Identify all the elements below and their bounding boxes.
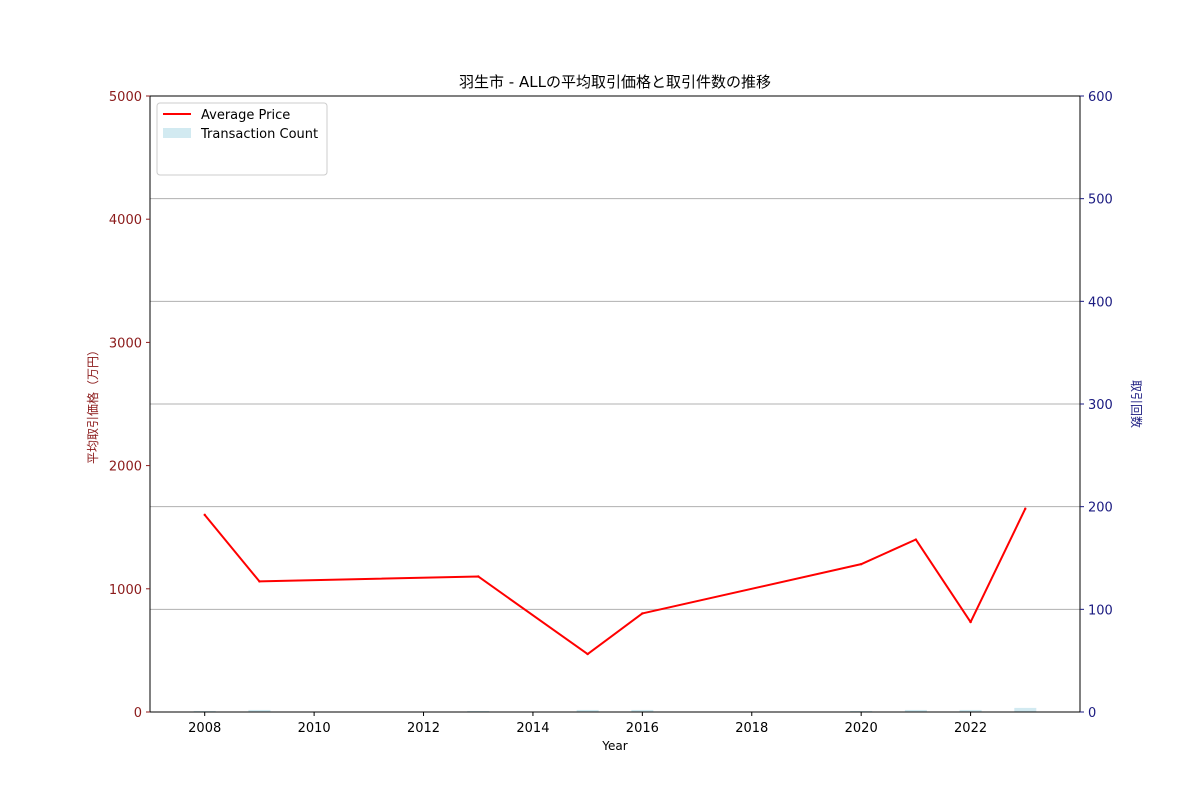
left-tick-label: 4000 <box>109 213 142 228</box>
price-point <box>258 580 261 583</box>
legend-label-price: Average Price <box>201 108 290 123</box>
price-point <box>586 652 589 656</box>
right-tick-label: 300 <box>1088 398 1113 413</box>
count-bar <box>959 709 982 712</box>
right-tick-label: 100 <box>1088 603 1113 618</box>
price-point <box>641 612 644 615</box>
price-point <box>859 562 863 566</box>
left-tick-label: 3000 <box>109 336 142 351</box>
price-point <box>203 513 206 517</box>
count-bar <box>193 710 216 712</box>
x-tick-label: 2016 <box>626 721 659 736</box>
x-tick-label: 2020 <box>845 721 878 736</box>
right-tick-label: 200 <box>1088 501 1113 516</box>
left-tick-label: 2000 <box>109 460 142 475</box>
price-point <box>477 575 480 578</box>
count-bar <box>576 709 599 712</box>
count-bar <box>904 709 927 712</box>
x-tick-label: 2018 <box>735 721 768 736</box>
average-price-line-group <box>203 507 1027 656</box>
legend: Average Price Transaction Count <box>156 102 328 176</box>
legend-bar-swatch <box>163 128 191 138</box>
count-bar <box>248 709 271 712</box>
right-axis-ticks: 0 100 200 300 400 500 600 <box>1080 90 1113 721</box>
right-axis-label: 取引回数 <box>1129 380 1144 428</box>
left-tick-label: 0 <box>134 706 142 721</box>
count-bar <box>631 709 654 712</box>
left-axis-label: 平均取引価格（万円） <box>85 344 100 464</box>
x-tick-label: 2022 <box>954 721 987 736</box>
price-point <box>1024 507 1027 510</box>
x-tick-label: 2014 <box>516 721 549 736</box>
transaction-count-bars <box>193 707 1037 712</box>
left-tick-label: 1000 <box>109 583 142 598</box>
x-axis-ticks: 2008 2010 2012 2014 2016 2018 2020 2022 <box>188 712 987 736</box>
right-tick-label: 500 <box>1088 193 1113 208</box>
price-point <box>969 620 972 624</box>
right-tick-label: 600 <box>1088 90 1113 105</box>
chart-title: 羽生市 - ALLの平均取引価格と取引件数の推移 <box>459 73 771 91</box>
count-bar <box>850 710 873 712</box>
price-point <box>914 538 918 541</box>
legend-label-count: Transaction Count <box>200 127 318 142</box>
x-tick-label: 2010 <box>298 721 331 736</box>
right-tick-label: 400 <box>1088 295 1113 310</box>
right-tick-label: 0 <box>1088 706 1096 721</box>
left-tick-label: 5000 <box>109 90 142 105</box>
count-bar <box>1014 707 1037 712</box>
gridlines <box>150 198 1080 610</box>
left-axis-ticks: 0 1000 2000 3000 4000 5000 <box>109 90 150 721</box>
count-bar <box>467 710 490 712</box>
x-tick-label: 2012 <box>407 721 440 736</box>
x-axis-label: Year <box>601 739 627 753</box>
x-tick-label: 2008 <box>188 721 221 736</box>
average-price-line <box>203 508 1027 656</box>
legend-box <box>156 102 328 176</box>
